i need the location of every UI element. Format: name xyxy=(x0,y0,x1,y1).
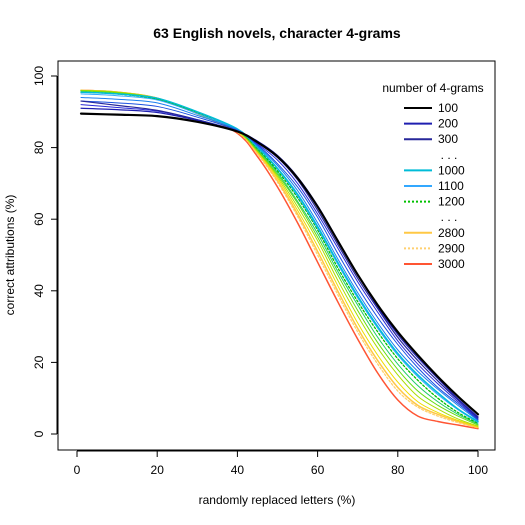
y-tick-label: 20 xyxy=(32,355,46,369)
x-tick-label: 100 xyxy=(468,463,488,477)
series-line-100 xyxy=(79,112,480,416)
chart-title: 63 English novels, character 4-grams xyxy=(153,25,401,41)
legend-ellipsis: . . . xyxy=(441,210,458,224)
series-line-300 xyxy=(80,100,479,419)
legend-label-1100: 1100 xyxy=(438,179,464,193)
x-tick-label: 80 xyxy=(391,463,405,477)
legend-label-1200: 1200 xyxy=(438,195,465,209)
series-line-1100 xyxy=(80,93,479,424)
series-line-5 xyxy=(80,96,479,421)
legend-label-200: 200 xyxy=(438,117,458,131)
x-axis: 0 20 40 60 80 100 xyxy=(74,450,488,477)
legend-label-100: 100 xyxy=(438,101,458,115)
legend-title: number of 4-grams xyxy=(382,81,483,95)
series-line-4 xyxy=(80,100,479,421)
x-axis-label: randomly replaced letters (%) xyxy=(199,493,356,507)
y-tick-label: 40 xyxy=(32,284,46,298)
legend-label-2900: 2900 xyxy=(438,241,465,255)
x-tick-label: 60 xyxy=(311,463,325,477)
series-layer xyxy=(79,89,480,430)
series-line-1000 xyxy=(80,91,479,423)
legend-label-3000: 3000 xyxy=(438,257,465,271)
plot-frame xyxy=(57,60,496,451)
x-tick-label: 40 xyxy=(231,463,245,477)
y-tick-label: 0 xyxy=(32,430,46,437)
y-axis: 0 20 40 60 80 100 xyxy=(32,66,58,437)
y-axis-label: correct attributions (%) xyxy=(3,195,17,316)
series-line-2900 xyxy=(80,89,479,429)
legend-label-300: 300 xyxy=(438,132,458,146)
y-tick-label: 100 xyxy=(32,66,46,86)
y-tick-label: 60 xyxy=(32,212,46,226)
legend-label-2800: 2800 xyxy=(438,226,465,240)
x-tick-label: 0 xyxy=(74,463,81,477)
series-line-1200 xyxy=(80,91,479,424)
legend-label-1000: 1000 xyxy=(438,163,465,177)
y-tick-label: 80 xyxy=(32,141,46,155)
legend-ellipsis: . . . xyxy=(441,148,458,162)
x-tick-label: 20 xyxy=(151,463,165,477)
